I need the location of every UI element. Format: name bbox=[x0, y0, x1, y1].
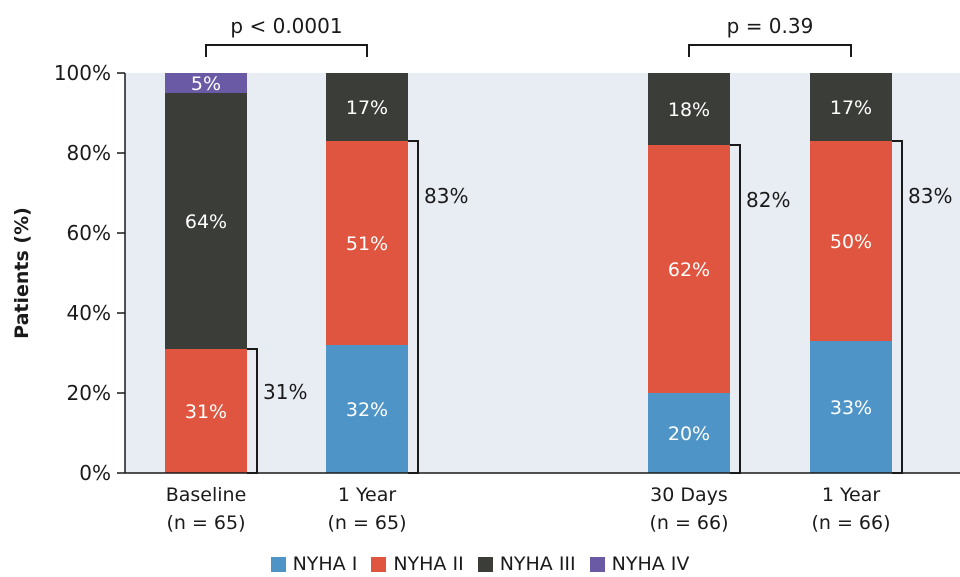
y-tick-label: 0% bbox=[79, 461, 111, 485]
legend-item: NYHA IV bbox=[589, 553, 690, 575]
bar-value-label: 18% bbox=[668, 99, 710, 121]
legend-swatch-nyha-iv bbox=[589, 556, 605, 572]
bar-segment-nyha-i bbox=[810, 341, 892, 473]
bar-value-label: 51% bbox=[346, 233, 388, 255]
cumulative-bracket-label: 82% bbox=[746, 188, 790, 212]
p-value-label: p = 0.39 bbox=[727, 14, 814, 38]
cumulative-bracket-label: 83% bbox=[908, 184, 952, 208]
y-tick-label: 40% bbox=[67, 301, 111, 325]
x-tick-label: 1 Year bbox=[822, 484, 881, 506]
x-tick-label: 30 Days bbox=[650, 484, 728, 506]
legend-swatch-nyha-iii bbox=[477, 556, 493, 572]
x-tick-label: (n = 65) bbox=[166, 512, 245, 534]
chart-marks: 31% 64% 5% 32% 51% 17% 20% 62% 18% 33% 50% 17% bbox=[165, 73, 892, 473]
bar-value-label: 64% bbox=[185, 211, 227, 233]
bar-segment-nyha-i bbox=[648, 393, 730, 473]
y-tick-label: 60% bbox=[67, 221, 111, 245]
legend-item: NYHA II bbox=[371, 553, 464, 575]
legend-label: NYHA III bbox=[499, 553, 576, 575]
bar-segment-nyha-i bbox=[326, 345, 408, 473]
y-tick-label: 100% bbox=[54, 61, 111, 85]
comparison-bracket bbox=[688, 44, 852, 57]
bar-value-label: 5% bbox=[191, 73, 221, 95]
cumulative-bracket bbox=[408, 140, 419, 474]
legend-item: NYHA III bbox=[477, 553, 576, 575]
cumulative-bracket bbox=[730, 144, 741, 474]
bar-value-label: 62% bbox=[668, 259, 710, 281]
bar-value-label: 20% bbox=[668, 423, 710, 445]
bar-segment-nyha-iv bbox=[165, 73, 247, 93]
bar-segment-nyha-iii bbox=[810, 73, 892, 141]
y-tick-label: 80% bbox=[67, 141, 111, 165]
x-tick-label: (n = 66) bbox=[649, 512, 728, 534]
x-tick-label: (n = 66) bbox=[811, 512, 890, 534]
y-tick-label: 20% bbox=[67, 381, 111, 405]
y-axis-label: Patients (%) bbox=[11, 207, 33, 339]
bar-segment-nyha-iii bbox=[165, 93, 247, 349]
bar-value-label: 17% bbox=[346, 97, 388, 119]
bar-value-label: 50% bbox=[830, 231, 872, 253]
p-value-label: p < 0.0001 bbox=[230, 14, 342, 38]
legend-label: NYHA II bbox=[393, 553, 464, 575]
bar-segment-nyha-iii bbox=[326, 73, 408, 141]
x-tick-label: (n = 65) bbox=[327, 512, 406, 534]
legend-label: NYHA I bbox=[292, 553, 358, 575]
cumulative-bracket-label: 31% bbox=[263, 380, 307, 404]
legend-item: NYHA I bbox=[270, 553, 358, 575]
bar-segment-nyha-ii bbox=[810, 141, 892, 341]
x-tick-label: Baseline bbox=[166, 484, 247, 506]
bar-value-label: 31% bbox=[185, 401, 227, 423]
x-tick-label: 1 Year bbox=[338, 484, 397, 506]
bar-value-label: 17% bbox=[830, 97, 872, 119]
legend-swatch-nyha-i bbox=[270, 556, 286, 572]
bar-segment-nyha-iii bbox=[648, 73, 730, 145]
bar-value-label: 33% bbox=[830, 397, 872, 419]
bar-segment-nyha-ii bbox=[165, 349, 247, 473]
bar-segment-nyha-ii bbox=[326, 141, 408, 345]
cumulative-bracket bbox=[247, 348, 258, 474]
cumulative-bracket-label: 83% bbox=[424, 184, 468, 208]
chart-legend: NYHA I NYHA II NYHA III NYHA IV bbox=[0, 553, 960, 575]
legend-swatch-nyha-ii bbox=[371, 556, 387, 572]
bar-value-label: 32% bbox=[346, 399, 388, 421]
bar-segment-nyha-ii bbox=[648, 145, 730, 393]
comparison-bracket bbox=[205, 44, 368, 57]
legend-label: NYHA IV bbox=[611, 553, 690, 575]
cumulative-bracket bbox=[892, 140, 903, 474]
